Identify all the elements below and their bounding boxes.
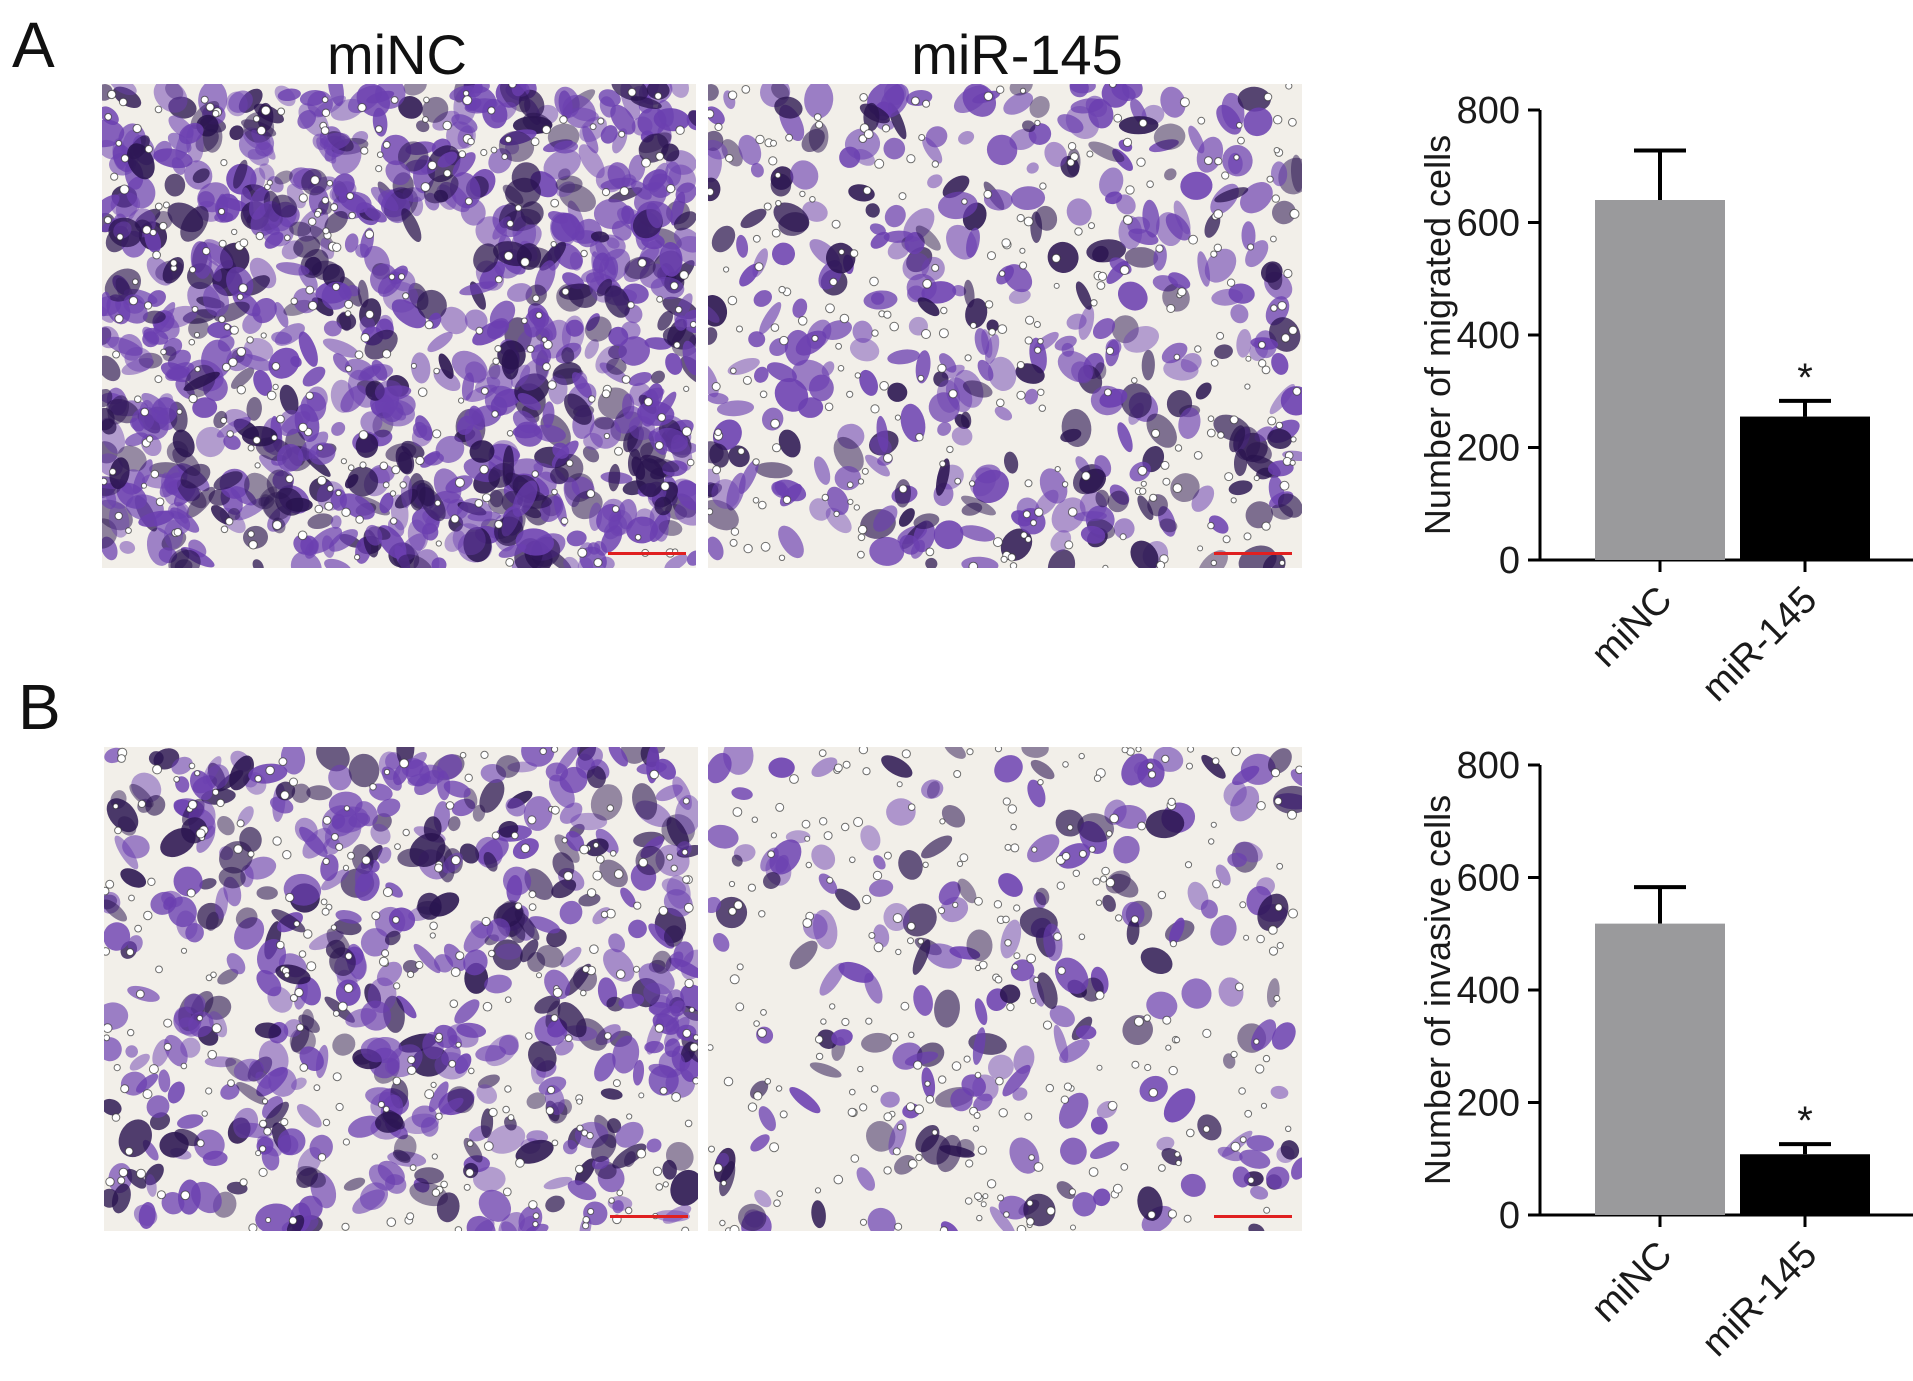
y-tick-label: 0	[1499, 1195, 1520, 1237]
x-tick-label: miR-145	[1694, 579, 1825, 710]
y-axis-title: Number of migrated cells	[1417, 135, 1458, 535]
panel-label-b: B	[18, 671, 61, 743]
micrograph-invasion-minc	[104, 747, 698, 1231]
y-tick-label: 400	[1457, 315, 1520, 357]
y-tick-label: 400	[1457, 970, 1520, 1012]
micrograph-image	[102, 84, 696, 568]
micrograph-image	[708, 747, 1302, 1231]
y-tick-label: 200	[1457, 1083, 1520, 1125]
micrograph-image	[708, 84, 1302, 568]
bar-chart-invasion: 0 200 400 600 800 Number of invasive cells miN…	[1417, 745, 1913, 1365]
bar-mir145	[1740, 1154, 1870, 1215]
y-tick-label: 600	[1457, 858, 1520, 900]
micrograph-migration-mir145	[708, 84, 1302, 568]
x-tick-label: miNC	[1584, 579, 1681, 676]
y-tick-label: 800	[1457, 90, 1520, 132]
micrograph-image	[104, 747, 698, 1231]
column-title-minc: miNC	[327, 23, 467, 86]
y-tick-label: 0	[1499, 540, 1520, 582]
micrograph-invasion-mir145	[708, 747, 1302, 1231]
panel-label-a: A	[12, 9, 55, 81]
y-tick-label: 600	[1457, 203, 1520, 245]
y-tick-label: 800	[1457, 745, 1520, 787]
y-tick-label: 200	[1457, 428, 1520, 470]
significance-marker: *	[1797, 1099, 1813, 1143]
y-axis-title: Number of invasive cells	[1417, 795, 1458, 1185]
x-tick-label: miR-145	[1694, 1234, 1825, 1365]
column-title-mir145: miR-145	[911, 23, 1123, 86]
x-tick-label: miNC	[1584, 1234, 1681, 1331]
significance-marker: *	[1797, 356, 1813, 400]
bar-minc	[1595, 200, 1725, 560]
bar-minc	[1595, 923, 1725, 1215]
bar-mir145	[1740, 416, 1870, 560]
micrograph-migration-minc	[102, 84, 696, 568]
